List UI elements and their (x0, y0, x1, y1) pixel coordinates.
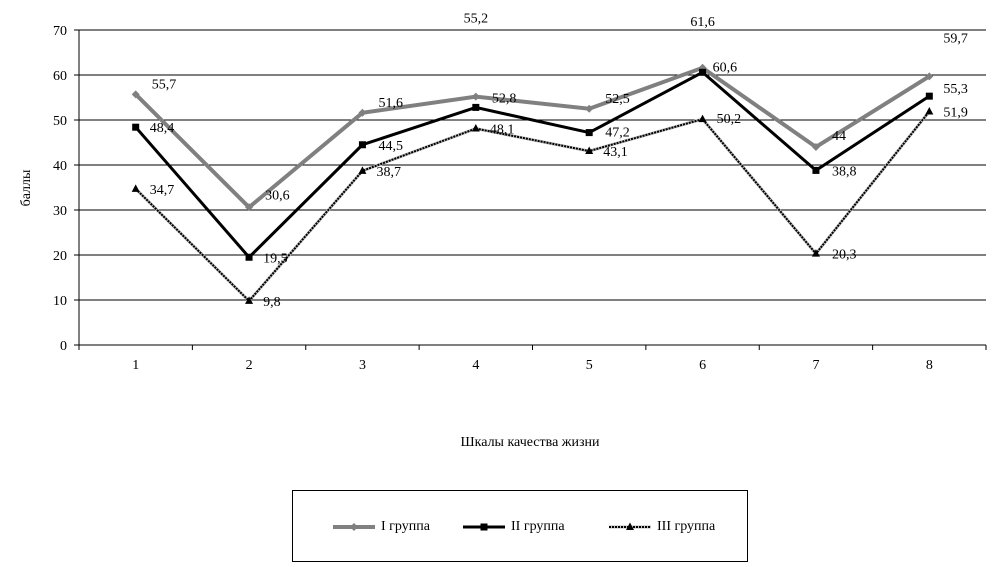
y-axis-label: баллы (19, 169, 34, 206)
data-point (585, 146, 594, 155)
data-label: 61,6 (690, 15, 715, 30)
y-tick-label: 30 (53, 204, 67, 219)
data-label: 60,6 (713, 60, 738, 75)
y-tick-label: 50 (53, 114, 67, 129)
data-label: 44 (832, 129, 846, 144)
data-label: 44,5 (378, 139, 403, 154)
data-point (698, 114, 707, 123)
data-label: 38,7 (376, 165, 401, 180)
data-label: 19,5 (263, 251, 288, 266)
data-point (471, 92, 480, 101)
y-tick-label: 20 (53, 249, 67, 264)
x-axis-label: Шкалы качества жизни (461, 435, 600, 450)
legend-item: I группа (333, 518, 430, 536)
data-label: 55,7 (152, 77, 177, 92)
data-point (925, 106, 934, 115)
x-tick-label: 5 (586, 358, 593, 373)
x-tick-label: 2 (246, 358, 253, 373)
data-point (131, 90, 140, 99)
y-tick-label: 0 (60, 339, 67, 354)
data-label: 38,8 (832, 164, 857, 179)
x-tick-label: 1 (132, 358, 139, 373)
legend-label: III группа (657, 519, 716, 534)
y-tick-label: 10 (53, 294, 67, 309)
data-point (358, 166, 367, 174)
legend-item: III группа (609, 518, 715, 536)
data-labels: 55,7 30,6 51,6 55,2 52,5 61,6 44 59,7 48,4 19,5 44… (150, 12, 968, 310)
data-point (811, 143, 820, 151)
x-tick-label: 3 (359, 358, 366, 373)
x-tick-label: 7 (812, 358, 819, 373)
data-point (585, 104, 594, 113)
series-markers (131, 63, 934, 304)
legend-swatch (609, 522, 651, 530)
y-tick-labels: 0 10 20 30 40 50 60 70 (53, 24, 67, 354)
y-tick-label: 70 (53, 24, 67, 39)
data-point (812, 166, 820, 174)
data-point (925, 92, 933, 100)
data-point (131, 184, 140, 192)
data-point (925, 72, 934, 81)
data-label: 43,1 (603, 145, 628, 160)
legend-item: II группа (463, 518, 565, 536)
data-point (358, 108, 367, 117)
data-label: 47,2 (605, 126, 630, 141)
data-label: 52,5 (605, 92, 630, 107)
data-label: 55,3 (943, 82, 968, 97)
data-label: 50,2 (717, 112, 742, 127)
x-tick-label: 4 (472, 358, 479, 373)
y-tick-label: 60 (53, 69, 67, 84)
series-line (134, 65, 931, 211)
data-label: 51,9 (943, 105, 968, 120)
legend-label: I группа (381, 519, 430, 534)
data-label: 9,8 (263, 295, 281, 310)
data-point (585, 129, 593, 137)
series-line (134, 110, 931, 303)
data-label: 52,8 (492, 91, 517, 106)
x-tick-label: 8 (926, 358, 933, 373)
data-label: 48,1 (490, 123, 515, 138)
data-label: 48,4 (150, 121, 175, 136)
legend: I группа II группа III группа (292, 490, 748, 562)
data-label: 34,7 (150, 183, 175, 198)
series-lines (134, 65, 931, 304)
data-label: 30,6 (265, 188, 290, 203)
data-label: 51,6 (378, 96, 403, 111)
data-point (245, 253, 253, 261)
series-line (134, 70, 931, 260)
axes (78, 30, 987, 350)
data-label: 59,7 (943, 31, 968, 46)
x-tick-label: 6 (699, 358, 706, 373)
legend-swatch (333, 523, 375, 531)
gridlines (74, 29, 986, 346)
data-point (245, 296, 254, 304)
data-point (132, 123, 140, 131)
data-point (471, 124, 480, 132)
legend-label: II группа (511, 519, 565, 534)
data-point (699, 68, 707, 76)
data-point (472, 103, 480, 111)
data-point (358, 141, 366, 149)
y-tick-label: 40 (53, 159, 67, 174)
data-point (245, 203, 254, 212)
data-label: 20,3 (832, 248, 857, 263)
data-label: 55,2 (464, 12, 489, 27)
data-point (811, 249, 820, 257)
legend-swatch (463, 523, 505, 531)
x-tick-labels: 1 2 3 4 5 6 7 8 (132, 358, 933, 373)
